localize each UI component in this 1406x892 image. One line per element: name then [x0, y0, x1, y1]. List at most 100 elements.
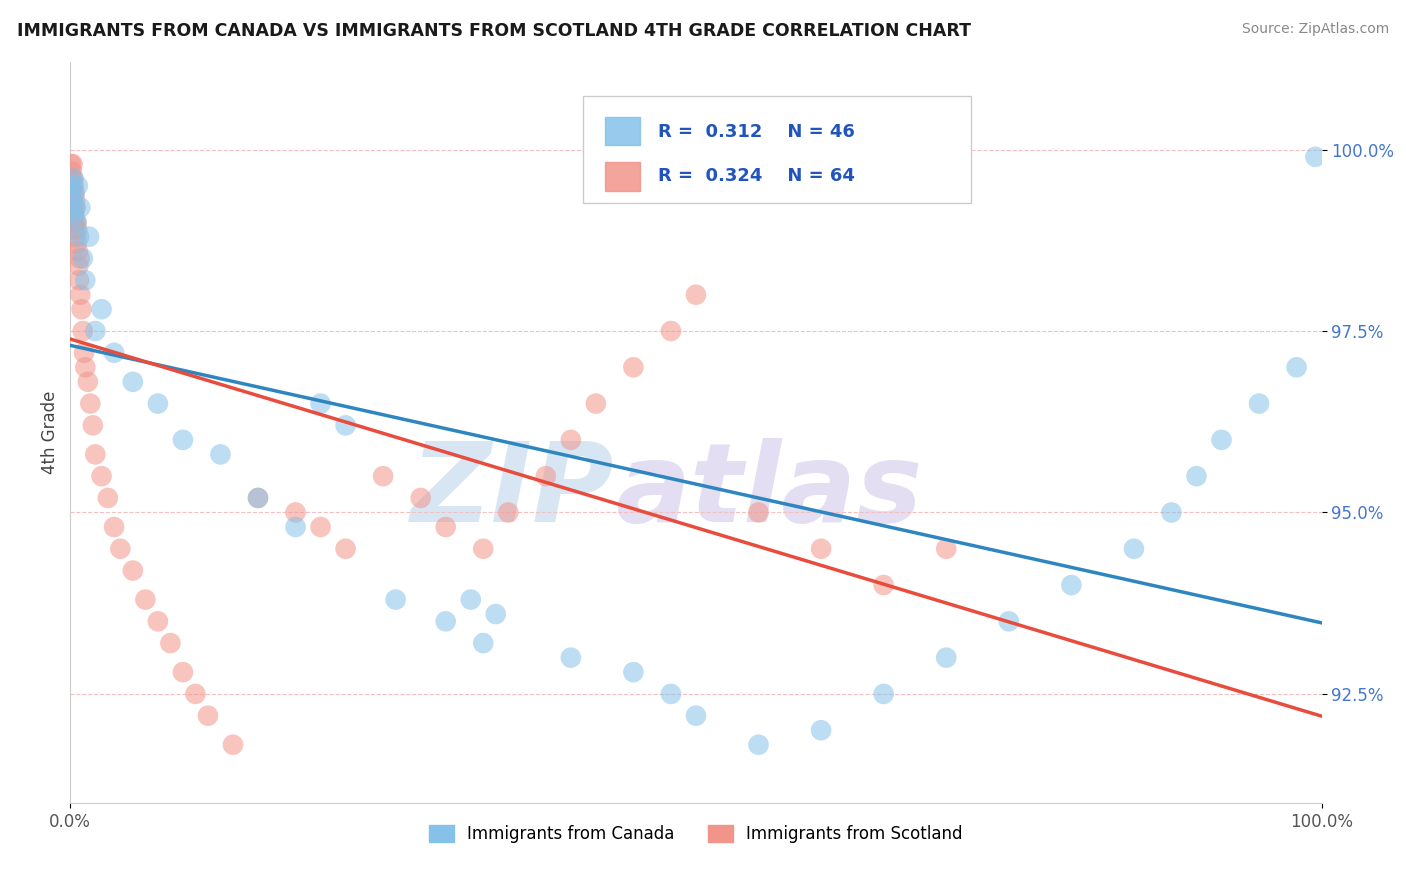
Point [748, 506, 770, 520]
Point [621, 665, 644, 680]
Point [935, 650, 957, 665]
Point [73, 345, 96, 359]
Point [84, 447, 107, 461]
Point [434, 520, 457, 534]
FancyBboxPatch shape [605, 162, 640, 191]
FancyBboxPatch shape [583, 95, 972, 203]
Point [97, 491, 120, 505]
Point [560, 433, 582, 447]
Point [65, 201, 87, 215]
Point [159, 636, 181, 650]
Point [65, 215, 87, 229]
Point [66, 178, 89, 193]
Legend: Immigrants from Canada, Immigrants from Scotland: Immigrants from Canada, Immigrants from … [422, 819, 970, 850]
Point [197, 708, 219, 723]
Point [1185, 469, 1208, 483]
Point [77, 229, 100, 244]
Point [63, 208, 86, 222]
Point [75, 360, 97, 375]
Point [66, 244, 89, 259]
Point [63, 215, 86, 229]
Point [472, 541, 495, 556]
Point [76, 375, 98, 389]
Y-axis label: 4th Grade: 4th Grade [41, 391, 59, 475]
FancyBboxPatch shape [605, 117, 640, 145]
Point [69, 201, 91, 215]
Point [146, 615, 169, 629]
Point [62, 171, 84, 186]
Point [65, 222, 87, 236]
Point [659, 687, 682, 701]
Point [534, 469, 557, 483]
Point [67, 273, 90, 287]
Point [1249, 396, 1271, 410]
Point [284, 520, 307, 534]
Point [460, 592, 482, 607]
Point [60, 186, 83, 200]
Point [184, 687, 207, 701]
Point [560, 650, 582, 665]
Point [935, 541, 957, 556]
Point [103, 520, 125, 534]
Point [60, 178, 83, 193]
Point [63, 194, 86, 208]
Point [585, 396, 607, 410]
Point [209, 447, 232, 461]
Point [1060, 578, 1083, 592]
Point [1285, 360, 1308, 375]
Point [90, 469, 112, 483]
Point [247, 491, 270, 505]
Point [67, 259, 90, 273]
Point [335, 541, 357, 556]
Point [63, 186, 86, 200]
Point [62, 157, 84, 171]
Text: R =  0.324    N = 64: R = 0.324 N = 64 [658, 167, 855, 185]
Point [62, 201, 84, 215]
Point [110, 541, 132, 556]
Point [172, 433, 194, 447]
Point [371, 469, 394, 483]
Point [90, 302, 112, 317]
Point [65, 236, 87, 251]
Point [62, 194, 84, 208]
Point [748, 738, 770, 752]
Point [284, 506, 307, 520]
Point [172, 665, 194, 680]
Point [997, 615, 1019, 629]
Point [1160, 506, 1182, 520]
Text: R =  0.312    N = 46: R = 0.312 N = 46 [658, 123, 855, 141]
Point [1211, 433, 1233, 447]
Point [63, 208, 86, 222]
Text: ZIP: ZIP [411, 438, 614, 545]
Point [247, 491, 270, 505]
Point [72, 252, 94, 266]
Text: Source: ZipAtlas.com: Source: ZipAtlas.com [1241, 22, 1389, 37]
Point [69, 287, 91, 301]
Point [1305, 150, 1327, 164]
Point [62, 171, 84, 186]
Point [222, 738, 245, 752]
Point [65, 215, 87, 229]
Point [409, 491, 432, 505]
Point [65, 229, 87, 244]
Point [60, 171, 83, 186]
Point [146, 396, 169, 410]
Point [621, 360, 644, 375]
Point [79, 396, 101, 410]
Point [66, 222, 89, 236]
Point [75, 273, 97, 287]
Point [1122, 541, 1144, 556]
Point [121, 564, 145, 578]
Point [72, 324, 94, 338]
Text: IMMIGRANTS FROM CANADA VS IMMIGRANTS FROM SCOTLAND 4TH GRADE CORRELATION CHART: IMMIGRANTS FROM CANADA VS IMMIGRANTS FRO… [17, 22, 972, 40]
Point [63, 186, 86, 200]
Point [685, 287, 707, 301]
Point [60, 178, 83, 193]
Point [134, 592, 156, 607]
Point [60, 164, 83, 178]
Point [69, 252, 91, 266]
Point [872, 687, 894, 701]
Point [685, 708, 707, 723]
Point [810, 723, 832, 738]
Point [498, 506, 520, 520]
